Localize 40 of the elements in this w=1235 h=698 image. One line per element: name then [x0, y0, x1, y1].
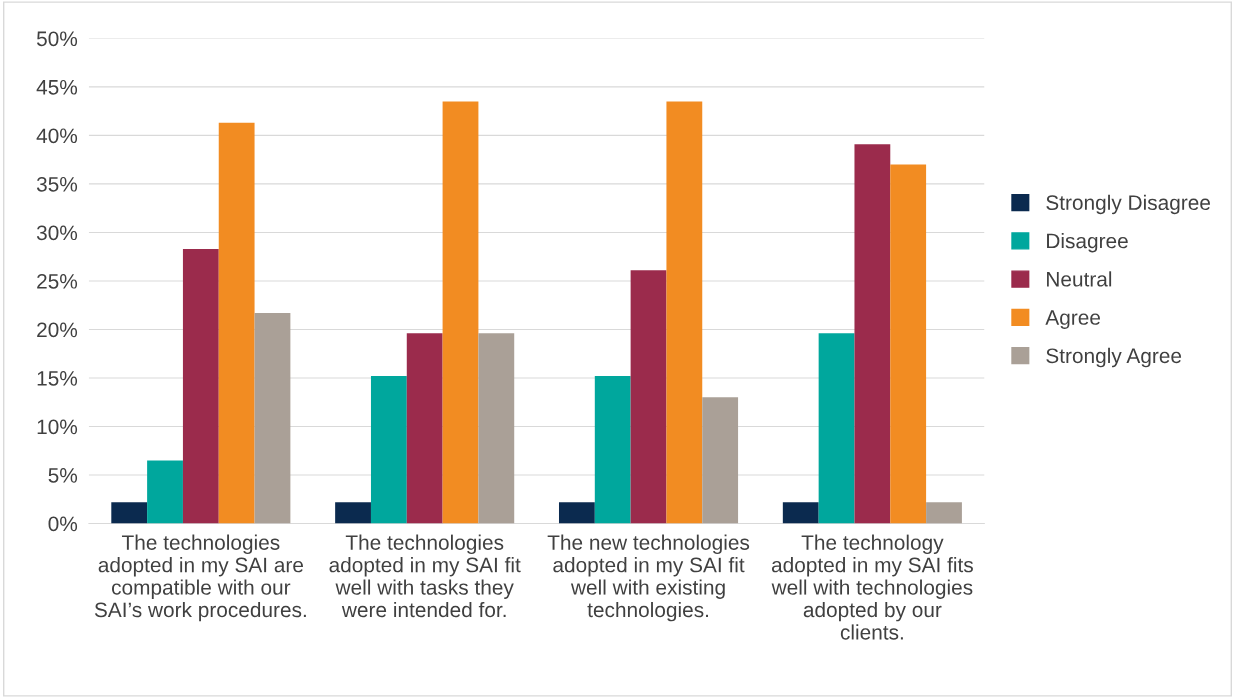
x-tick-label: The technologies adopted in my SAI fit well with tasks they were intended for.: [329, 534, 521, 618]
x-tick-label: The technology adopted in my SAI fits well with technologies adopted by our clients.: [771, 534, 973, 640]
bar: [406, 333, 443, 524]
y-tick-label: 45%: [36, 79, 78, 95]
bar: [254, 312, 291, 524]
bar: [218, 122, 255, 524]
bar: [335, 502, 371, 524]
bar: [854, 144, 891, 524]
y-tick-label: 0%: [48, 516, 78, 532]
bar: [782, 502, 819, 524]
legend-label: Agree: [1045, 310, 1100, 329]
legend-label: Neutral: [1047, 271, 1112, 287]
bar: [558, 502, 595, 524]
legend-label: Strongly Disagree: [1046, 194, 1210, 215]
bar: [182, 248, 219, 524]
x-tick-label: The new technologies adopted in my SAI fit well with existing technologies.: [547, 534, 750, 622]
legend-label: Disagree: [1047, 233, 1128, 253]
bar: [666, 101, 703, 524]
bar: [111, 502, 148, 524]
bar: [630, 270, 667, 524]
y-tick-label: 35%: [36, 176, 78, 192]
bar: [478, 333, 515, 524]
y-tick-label: 20%: [37, 322, 78, 338]
x-tick-label: The technologies adopted in my SAI are compatible with our SAI’s work procedures.: [94, 534, 306, 622]
y-tick-label: 10%: [37, 419, 78, 435]
y-tick-label: 5%: [48, 468, 78, 483]
legend-label: Strongly Agree: [1046, 347, 1182, 368]
bar: [594, 376, 631, 524]
bar: [442, 101, 479, 524]
y-tick-label: 40%: [36, 128, 78, 144]
bar: [370, 376, 407, 524]
bar: [702, 397, 739, 524]
bar: [147, 460, 183, 524]
bar: [926, 502, 962, 524]
bar: [818, 333, 855, 524]
y-tick-label: 50%: [36, 31, 78, 47]
y-tick-label: 15%: [37, 371, 78, 386]
y-tick-label: 30%: [36, 225, 78, 241]
y-tick-label: 25%: [37, 273, 78, 289]
bar: [890, 164, 927, 524]
